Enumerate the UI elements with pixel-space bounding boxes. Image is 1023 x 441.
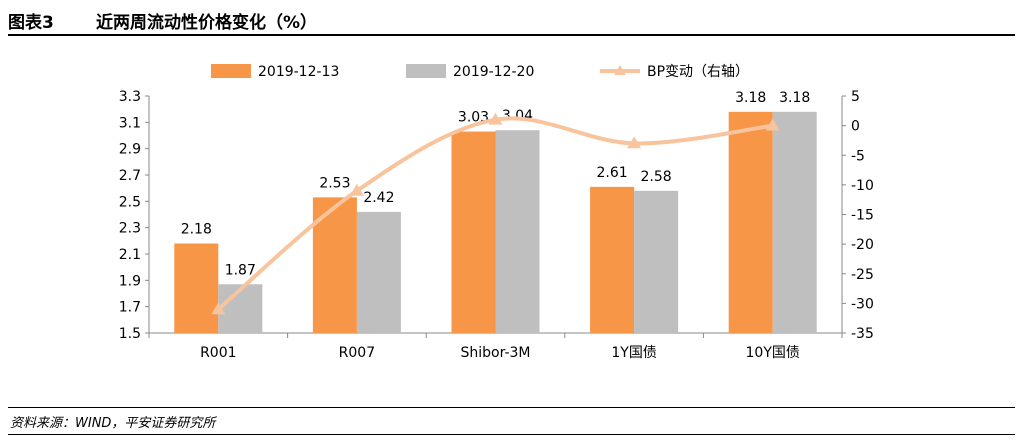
x-axis-category-label: R001 <box>200 345 236 361</box>
line-point-marker <box>627 136 642 149</box>
bar-series1-data-label: 3.18 <box>735 90 766 106</box>
line-point-marker <box>211 302 226 315</box>
left-axis-tick-label: 1.9 <box>119 273 141 289</box>
line-point-marker <box>488 112 503 125</box>
figure-label: 图表3 <box>8 13 54 33</box>
bar-series2 <box>495 130 540 333</box>
bar-series2-data-label: 3.18 <box>779 90 810 106</box>
bar-series2-data-label: 1.87 <box>225 262 256 278</box>
x-axis-category-label: 10Y国债 <box>746 345 800 361</box>
bar-series2-data-label: 3.04 <box>502 108 533 124</box>
bar-series2 <box>356 211 401 333</box>
legend-swatch-series1 <box>211 64 251 78</box>
source-note: 资料来源：WIND，平安证券研究所 <box>10 416 216 431</box>
left-axis-tick-label: 2.9 <box>119 142 141 158</box>
bar-series1-data-label: 2.18 <box>181 221 212 237</box>
right-axis-tick-label: -10 <box>851 178 874 194</box>
bar-series1 <box>728 111 773 333</box>
left-axis-tick-label: 2.5 <box>119 194 141 210</box>
legend-label-series1: 2019-12-13 <box>258 64 339 80</box>
bar-line-chart: 1.5 1.7 1.9 2.1 2.3 2.5 2.7 2.9 3.1 3.3 -35 -30 -25 -… <box>119 64 874 361</box>
bar-series2 <box>218 284 263 333</box>
x-axis-category-label: Shibor-3M <box>461 345 531 361</box>
bar-series2-data-label: 2.42 <box>363 190 394 206</box>
bar-series2 <box>634 190 679 333</box>
x-axis-category-label: R007 <box>339 345 375 361</box>
right-axis-tick-label: -20 <box>851 237 874 253</box>
bar-series2-data-label: 2.58 <box>641 169 672 185</box>
left-axis-tick-label: 2.3 <box>119 221 141 237</box>
figure-title: 近两周流动性价格变化（%） <box>96 13 318 33</box>
right-axis-tick-label: -15 <box>851 208 874 224</box>
line-point-marker <box>349 183 364 196</box>
right-axis-tick-label: 5 <box>851 89 860 105</box>
left-axis-tick-label: 2.1 <box>119 247 141 263</box>
x-axis-category-label: 1Y国债 <box>611 345 656 361</box>
right-axis-tick-label: -35 <box>851 326 874 342</box>
figure-header: 图表3 近两周流动性价格变化（%） <box>8 0 1015 36</box>
legend-label-line: BP变动（右轴） <box>647 64 749 80</box>
line-point-marker <box>765 118 780 131</box>
legend-line-marker <box>614 65 626 75</box>
legend-swatch-series2 <box>406 64 446 78</box>
left-axis-tick-label: 2.7 <box>119 168 141 184</box>
right-axis-tick-label: -5 <box>851 148 865 164</box>
bar-series1 <box>590 186 635 333</box>
left-axis-tick-label: 3.3 <box>119 89 141 105</box>
legend-label-series2: 2019-12-20 <box>453 64 534 80</box>
left-axis-tick-label: 1.7 <box>119 300 141 316</box>
right-axis-tick-label: -25 <box>851 267 874 283</box>
chart-title: 图表3 近两周流动性价格变化（%） <box>8 8 317 33</box>
bar-series1 <box>451 131 496 333</box>
bar-series2 <box>772 111 817 333</box>
bar-series1-data-label: 2.61 <box>597 165 628 181</box>
right-axis-tick-label: 0 <box>851 119 860 135</box>
right-axis-tick-label: -30 <box>851 296 874 312</box>
bar-series1 <box>174 243 219 333</box>
bar-series1-data-label: 2.53 <box>319 175 350 191</box>
figure-footer: 资料来源：WIND，平安证券研究所 <box>8 407 1015 435</box>
left-axis-tick-label: 3.1 <box>119 115 141 131</box>
left-axis-tick-label: 1.5 <box>119 326 141 342</box>
